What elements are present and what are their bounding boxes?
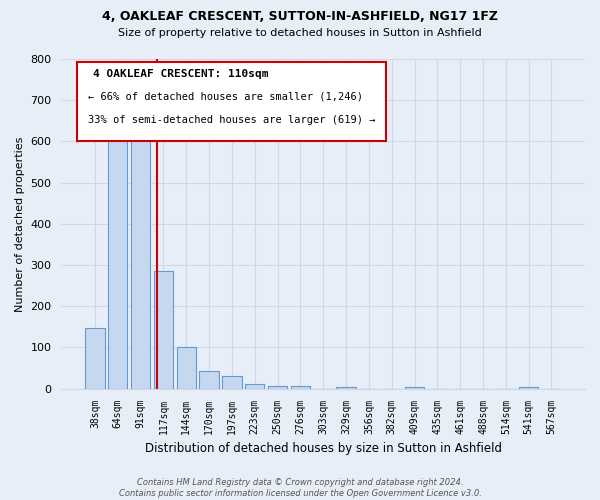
Bar <box>85 328 104 388</box>
Bar <box>519 386 538 388</box>
Bar <box>131 130 150 388</box>
Text: 4, OAKLEAF CRESCENT, SUTTON-IN-ASHFIELD, NG17 1FZ: 4, OAKLEAF CRESCENT, SUTTON-IN-ASHFIELD,… <box>102 10 498 23</box>
Bar <box>405 386 424 388</box>
Text: 33% of semi-detached houses are larger (619) →: 33% of semi-detached houses are larger (… <box>88 115 375 125</box>
Bar <box>268 386 287 388</box>
Bar <box>337 386 356 388</box>
Bar <box>222 376 242 388</box>
X-axis label: Distribution of detached houses by size in Sutton in Ashfield: Distribution of detached houses by size … <box>145 442 502 455</box>
Bar <box>245 384 265 388</box>
Bar <box>154 271 173 388</box>
FancyBboxPatch shape <box>77 62 386 142</box>
Y-axis label: Number of detached properties: Number of detached properties <box>15 136 25 312</box>
Bar <box>108 128 127 388</box>
Text: ← 66% of detached houses are smaller (1,246): ← 66% of detached houses are smaller (1,… <box>88 92 362 102</box>
Text: 4 OAKLEAF CRESCENT: 110sqm: 4 OAKLEAF CRESCENT: 110sqm <box>93 69 268 79</box>
Text: Contains HM Land Registry data © Crown copyright and database right 2024.
Contai: Contains HM Land Registry data © Crown c… <box>119 478 481 498</box>
Bar <box>290 386 310 388</box>
Bar <box>199 371 219 388</box>
Bar <box>176 348 196 389</box>
Text: Size of property relative to detached houses in Sutton in Ashfield: Size of property relative to detached ho… <box>118 28 482 38</box>
